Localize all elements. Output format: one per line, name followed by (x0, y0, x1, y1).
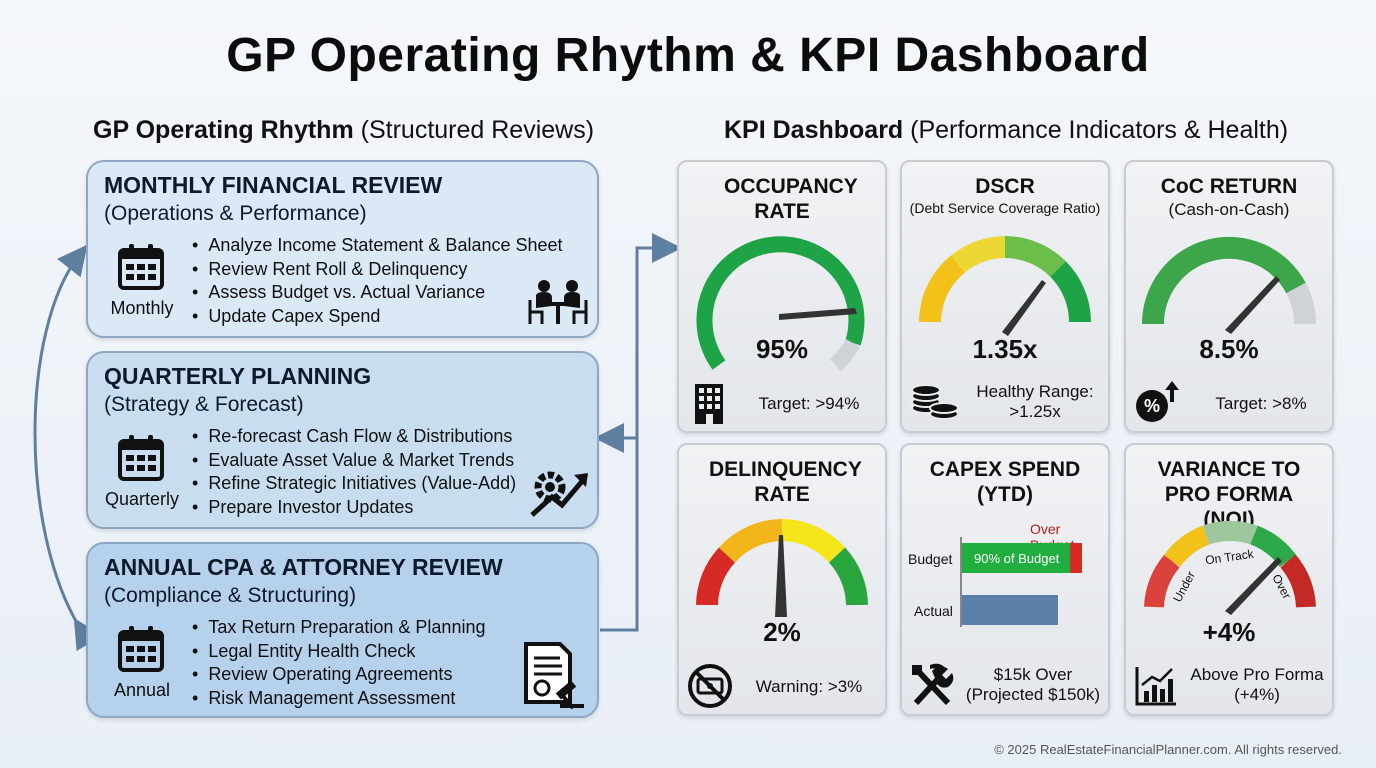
occupancy-title: OCCUPANCY RATE (724, 175, 858, 223)
dscr-card: DSCR (Debt Service Coverage Ratio) 1.35x… (900, 160, 1110, 433)
no-money-icon (688, 664, 732, 708)
growth-gear-icon (530, 471, 588, 517)
monthly-review-subtitle: (Operations & Performance) (104, 202, 367, 225)
annual-review-card: ANNUAL CPA & ATTORNEY REVIEW (Compliance… (86, 542, 599, 718)
calendar-icon (118, 626, 164, 672)
gauge-needle (775, 535, 787, 617)
delinquency-title: DELINQUENCY RATE (709, 458, 862, 506)
capex-title: CAPEX SPEND (929, 458, 1081, 481)
occupancy-gauge (696, 236, 865, 372)
dscr-value: 1.35x (972, 334, 1038, 364)
right-section-title-rest: (Performance Indicators & Health) (910, 116, 1289, 144)
occupancy-footer: Target: >94% (758, 394, 860, 413)
coc-footer: Target: >8% (1215, 394, 1307, 413)
capex-footer: $15k Over (Projected $150k) (958, 665, 1108, 705)
occupancy-value: 95% (755, 334, 809, 364)
dscr-footer-line2: >1.25x (1009, 402, 1061, 421)
coc-return-card: CoC RETURN (Cash-on-Cash) 8.5% % Target:… (1124, 160, 1334, 433)
gauge-needle (1002, 280, 1046, 336)
list-item: Refine Strategic Initiatives (Value-Add) (192, 472, 516, 496)
quarterly-planning-title: QUARTERLY PLANNING (104, 363, 372, 389)
capex-bar-chart: 90% of Budget (960, 537, 1082, 627)
monthly-review-list: Analyze Income Statement & Balance Sheet… (192, 234, 563, 329)
list-item: Re-forecast Cash Flow & Distributions (192, 425, 516, 449)
left-section-title-bold: GP Operating Rhythm (93, 116, 354, 144)
annual-review-subtitle: (Compliance & Structuring) (104, 584, 357, 607)
variance-gauge: Under On Track Over (1144, 521, 1316, 615)
coc-title: CoC RETURN (1160, 175, 1298, 198)
list-item: Tax Return Preparation & Planning (192, 616, 485, 640)
list-item: Analyze Income Statement & Balance Sheet (192, 234, 562, 258)
list-item: Risk Management Assessment (192, 687, 485, 711)
capex-actual-label: Actual (914, 603, 953, 619)
gauge-needle (1225, 276, 1280, 334)
cycle-arrow (33, 244, 103, 652)
delinquency-value: 2% (763, 617, 801, 647)
list-item: Update Capex Spend (192, 305, 563, 329)
dscr-title: DSCR (975, 175, 1035, 198)
left-section-title: GP Operating Rhythm (Structured Reviews) (93, 116, 594, 145)
calendar-icon (118, 244, 164, 290)
dscr-subtitle: (Debt Service Coverage Ratio) (909, 200, 1101, 216)
capex-subtitle: (YTD) (977, 483, 1033, 506)
capex-spend-card: CAPEX SPEND (YTD) Over Budget Budget Act… (900, 443, 1110, 716)
capex-footer-line2: (Projected $150k) (965, 685, 1101, 704)
calendar-icon (118, 435, 164, 481)
gauge-needle (779, 308, 857, 320)
capex-budget-bar-text: 90% of Budget (974, 551, 1060, 566)
list-item: Assess Budget vs. Actual Variance (192, 281, 563, 305)
page-title: GP Operating Rhythm & KPI Dashboard (226, 29, 1150, 82)
chart-up-icon (1135, 667, 1176, 706)
capex-footer-line1: $15k Over (993, 665, 1073, 684)
coc-value: 8.5% (1199, 334, 1259, 364)
capex-actual-bar (962, 595, 1058, 625)
quarterly-frequency-label: Quarterly (104, 489, 180, 509)
gauge-needle (1225, 557, 1282, 615)
quarterly-planning-card: QUARTERLY PLANNING (Strategy & Forecast)… (86, 351, 599, 529)
delinquency-gauge (696, 519, 868, 617)
variance-on-track-label: On Track (1204, 547, 1255, 568)
percent-up-icon: % (1136, 381, 1179, 422)
variance-card: VARIANCE TO PRO FORMA (NOI) Under On Tra… (1124, 443, 1334, 716)
right-section-title-bold: KPI Dashboard (724, 116, 904, 144)
dscr-gauge (919, 236, 1091, 336)
tools-icon (912, 663, 954, 706)
capex-budget-bar (962, 543, 1070, 573)
coc-subtitle: (Cash-on-Cash) (1168, 200, 1290, 219)
quarterly-planning-subtitle: (Strategy & Forecast) (104, 393, 304, 416)
delinquency-rate-card: DELINQUENCY RATE 2% Warning: >3% (677, 443, 887, 716)
variance-footer-line1: Above Pro Forma (1190, 665, 1324, 684)
copyright-notice: © 2025 RealEstateFinancialPlanner.com. A… (994, 742, 1342, 757)
left-section-title-rest: (Structured Reviews) (360, 116, 595, 144)
occupancy-rate-card: OCCUPANCY RATE 95% Target: >94% (677, 160, 887, 433)
dscr-footer-line1: Healthy Range: (976, 382, 1094, 401)
building-icon (695, 384, 723, 424)
list-item: Evaluate Asset Value & Market Trends (192, 449, 516, 473)
svg-text:%: % (1144, 396, 1160, 416)
list-item: Prepare Investor Updates (192, 496, 516, 520)
coc-gauge (1141, 236, 1317, 334)
quarterly-planning-list: Re-forecast Cash Flow & Distributions Ev… (192, 425, 516, 519)
right-section-title: KPI Dashboard (Performance Indicators & … (724, 116, 1288, 145)
capex-budget-label: Budget (908, 551, 953, 567)
annual-review-title: ANNUAL CPA & ATTORNEY REVIEW (104, 554, 503, 580)
list-item: Legal Entity Health Check (192, 640, 485, 664)
coins-icon (911, 384, 959, 420)
variance-footer-line2: (+4%) (1234, 685, 1280, 704)
annual-review-list: Tax Return Preparation & Planning Legal … (192, 616, 485, 710)
variance-footer: Above Pro Forma (+4%) (1182, 665, 1332, 705)
monthly-review-title: MONTHLY FINANCIAL REVIEW (104, 172, 443, 198)
variance-value: +4% (1202, 617, 1256, 647)
monthly-review-card: MONTHLY FINANCIAL REVIEW (Operations & P… (86, 160, 599, 338)
capex-over-bar (1070, 543, 1082, 573)
delinquency-footer: Warning: >3% (755, 677, 863, 696)
dscr-footer: Healthy Range: >1.25x (968, 382, 1102, 422)
meeting-icon (528, 280, 588, 324)
monthly-frequency-label: Monthly (110, 298, 174, 318)
legal-document-icon (524, 642, 584, 710)
list-item: Review Rent Roll & Delinquency (192, 258, 563, 282)
list-item: Review Operating Agreements (192, 663, 485, 687)
annual-frequency-label: Annual (113, 680, 171, 700)
